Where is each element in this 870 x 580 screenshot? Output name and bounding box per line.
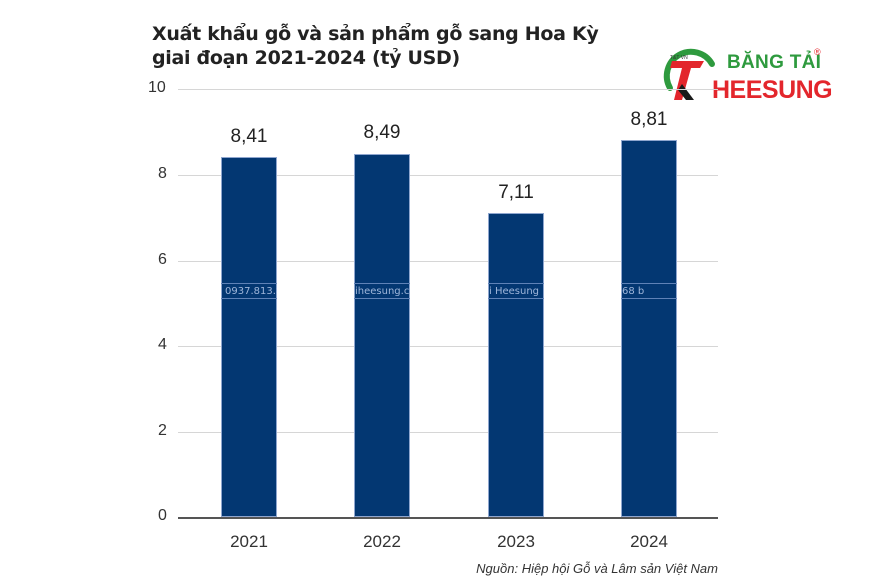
watermark-text: i Heesung (488, 283, 544, 299)
source-note: Nguồn: Hiệp hội Gỗ và Lâm sản Việt Nam (476, 561, 718, 576)
y-tick-label: 6 (158, 251, 167, 268)
y-tick-label: 2 (158, 422, 167, 439)
x-tick-label: 2022 (363, 532, 401, 551)
watermark-text: 0937.813.8 (221, 283, 277, 299)
x-tick-label: 2024 (630, 532, 668, 551)
bar-value-label: 7,11 (498, 182, 534, 203)
chart-title-line2: giai đoạn 2021-2024 (tỷ USD) (152, 47, 460, 69)
bar-value-label: 8,41 (230, 126, 268, 147)
logo-emblem-icon (663, 48, 715, 100)
logo-brand-top: BĂNG TẢI (727, 52, 822, 73)
y-tick-label: 0 (158, 507, 167, 524)
bar-2021 (221, 157, 277, 517)
chart-title: Xuất khẩu gỗ và sản phẩm gỗ sang Hoa Kỳ … (152, 22, 599, 70)
y-tick-label: 8 (158, 165, 167, 182)
gridline-4 (178, 346, 718, 347)
x-axis-baseline (178, 517, 718, 519)
logo-registered-mark: ® (814, 47, 821, 57)
bar-2023 (488, 213, 544, 517)
bar-2024 (621, 140, 677, 517)
watermark-text: iheesung.co (354, 283, 410, 299)
chart-title-line1: Xuất khẩu gỗ và sản phẩm gỗ sang Hoa Kỳ (152, 23, 599, 45)
heesung-logo: T&T VN BĂNG TẢI ® HEESUNG (660, 44, 840, 106)
logo-small-mark: T&T VN (670, 55, 688, 61)
x-tick-label: 2023 (497, 532, 535, 551)
watermark-text: 68 b (621, 283, 677, 299)
y-tick-label: 4 (158, 336, 167, 353)
y-tick-label: 10 (148, 79, 166, 96)
gridline-2 (178, 432, 718, 433)
x-tick-label: 2021 (230, 532, 268, 551)
gridline-10 (178, 89, 718, 90)
gridline-6 (178, 261, 718, 262)
gridline-8 (178, 175, 718, 176)
bar-value-label: 8,81 (630, 109, 668, 130)
bar-2022 (354, 154, 410, 517)
logo-brand-bottom: HEESUNG (712, 76, 833, 104)
bar-value-label: 8,49 (363, 122, 401, 143)
